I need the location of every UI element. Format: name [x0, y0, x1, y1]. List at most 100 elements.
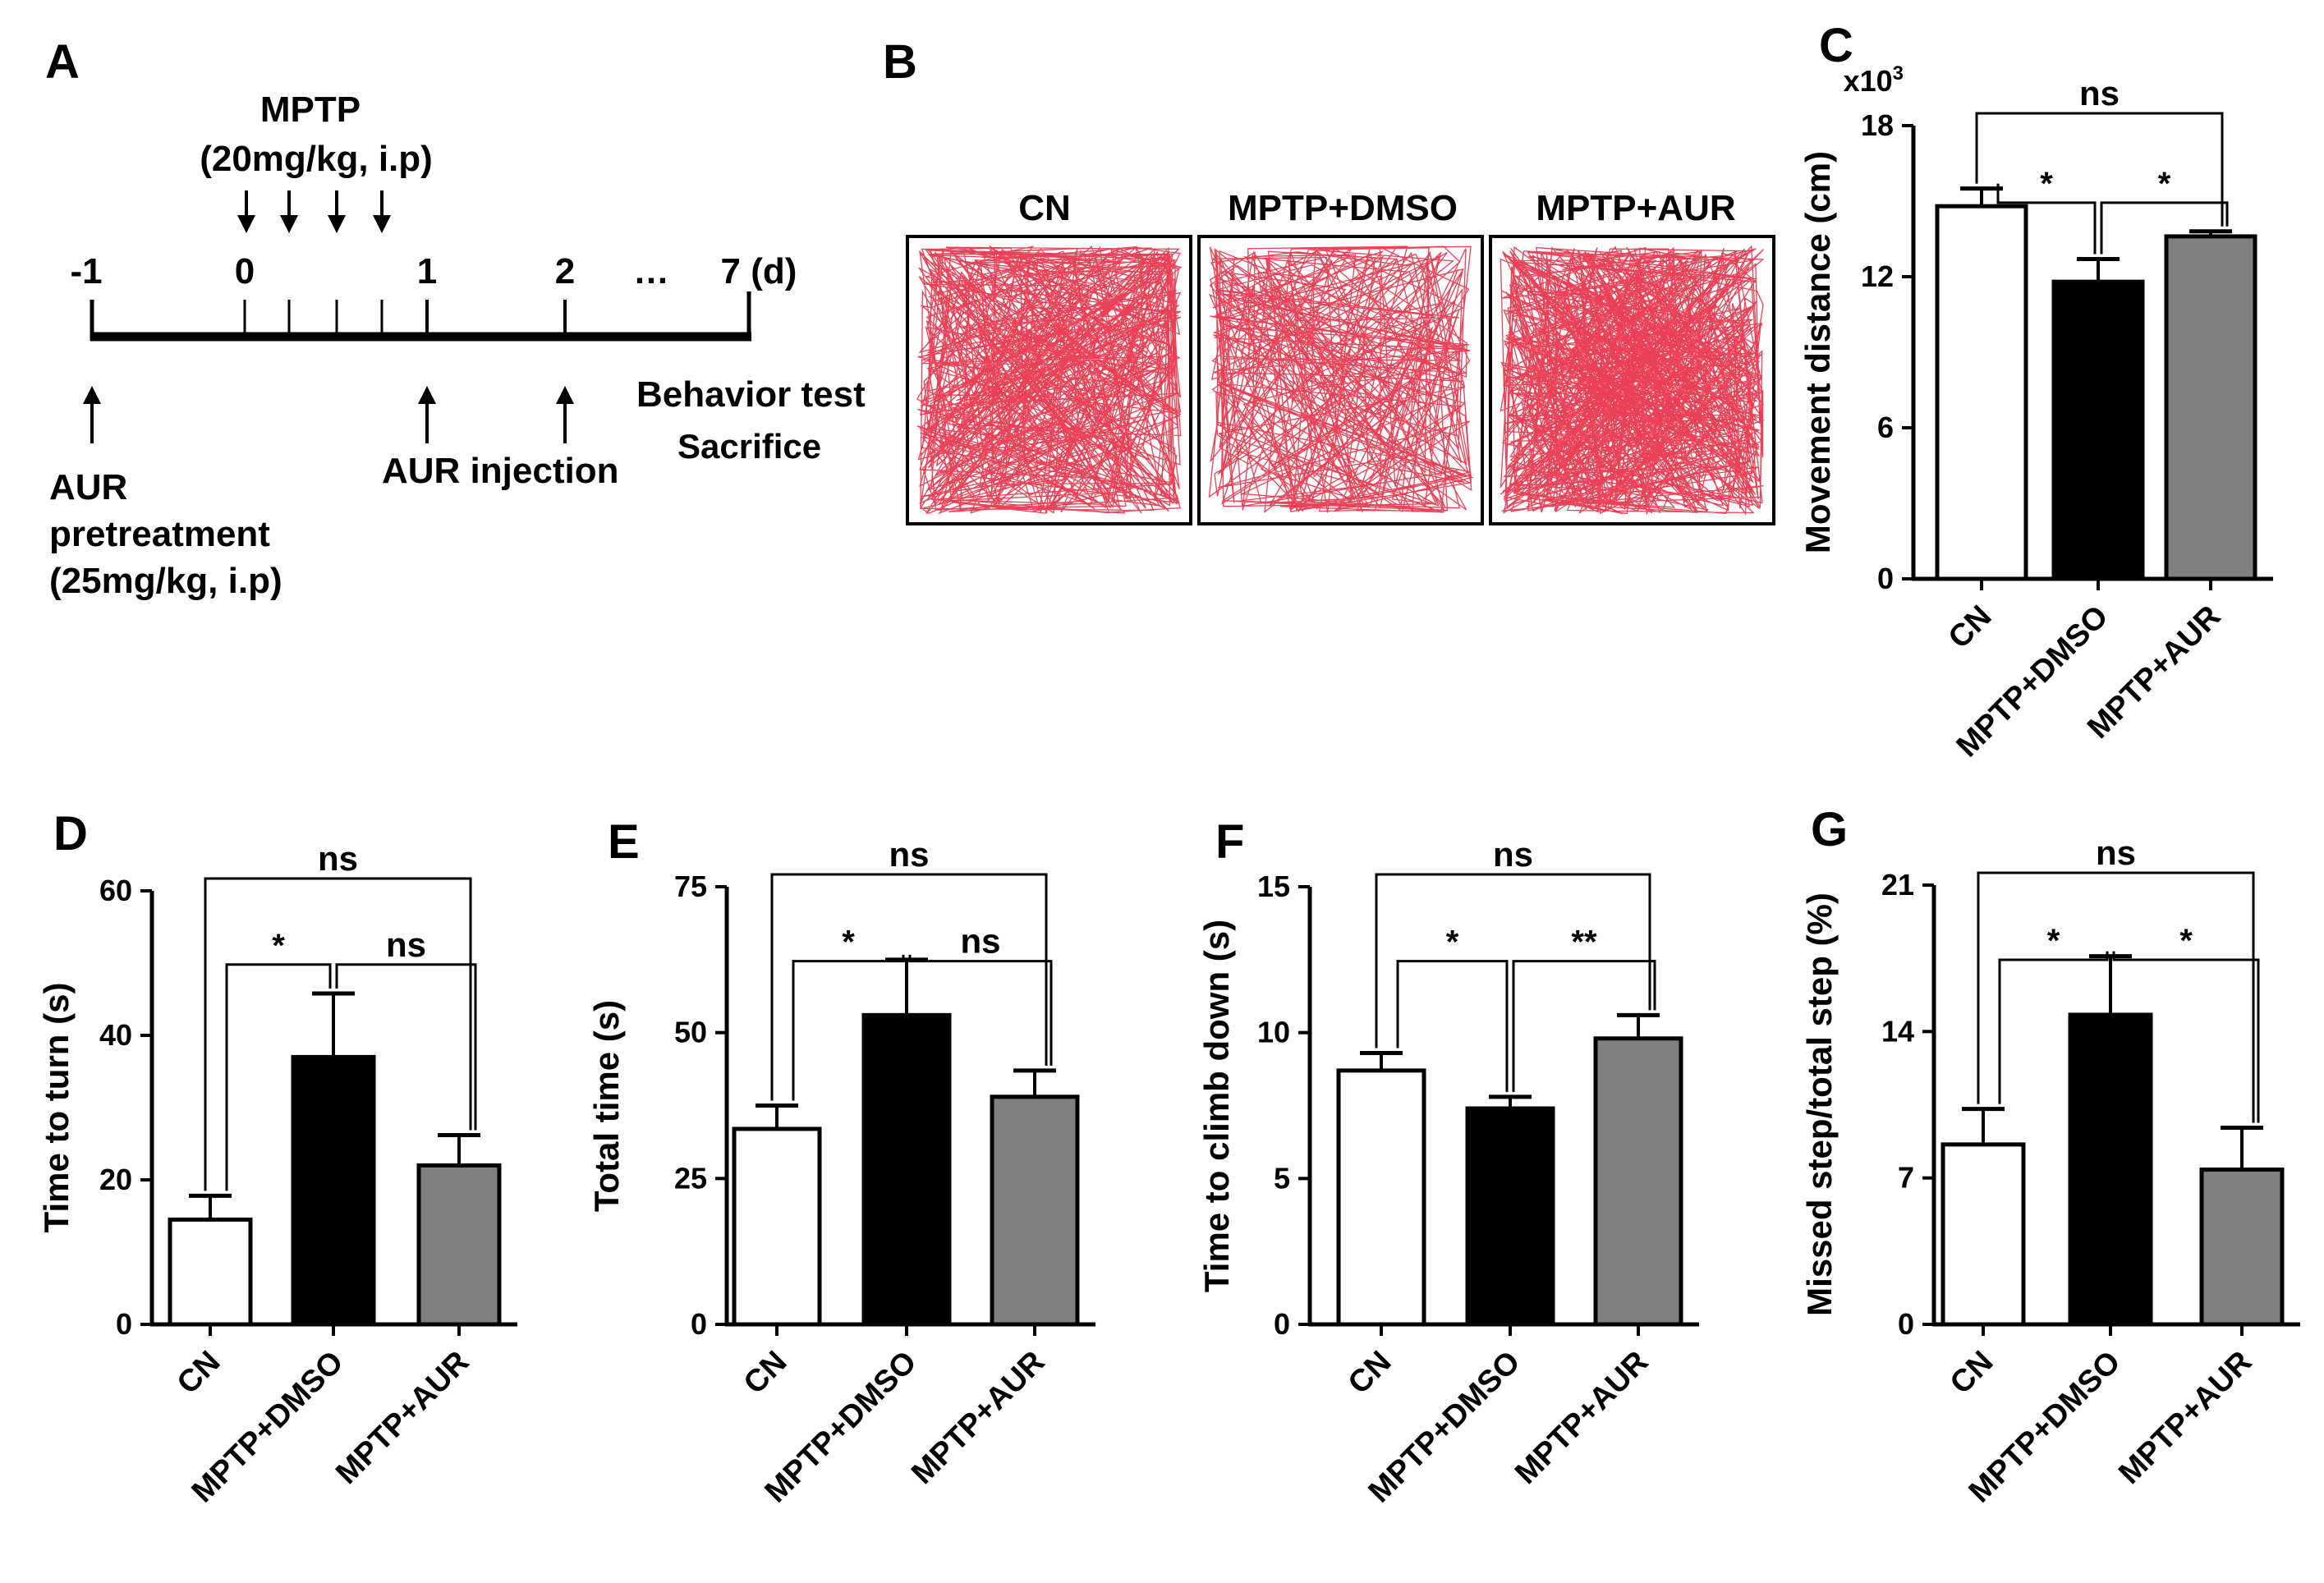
y-tick-label: 20: [99, 1163, 132, 1196]
bar-mptp-dmso: [1465, 1106, 1555, 1327]
sacrifice-label: Sacrifice: [677, 427, 821, 466]
track-plot-mptp-aur: [1500, 245, 1765, 516]
panel-letter-c: C: [1819, 19, 1853, 72]
y-tick-label: 0: [116, 1307, 132, 1341]
y-tick-label: 21: [1881, 868, 1914, 902]
significance-label: *: [2179, 923, 2193, 959]
day-label-2: 2: [555, 251, 575, 291]
panel-letter-e: E: [608, 815, 640, 869]
y-tick-label: 60: [99, 874, 132, 907]
significance-bracket: [792, 954, 905, 1101]
significance-bracket: [1977, 871, 2255, 1123]
category-label: CN: [171, 1345, 227, 1402]
significance-label: *: [2158, 166, 2171, 202]
aur-injection-label: AUR injection: [382, 451, 618, 491]
y-axis-label: Time to turn (s): [37, 983, 76, 1233]
panel-letter-a: A: [45, 35, 80, 89]
track-title-mptp-dmso: MPTP+DMSO: [1228, 188, 1458, 228]
panel-letter-g: G: [1811, 803, 1848, 856]
significance-bracket: [204, 877, 472, 1191]
y-tick-label: 40: [99, 1018, 132, 1052]
category-label: MPTP+AUR: [2112, 1345, 2258, 1491]
panel-letter-b: B: [883, 35, 917, 89]
y-tick-label: 0: [691, 1307, 707, 1341]
category-label: MPTP+AUR: [905, 1345, 1051, 1491]
track-path: [916, 245, 1183, 515]
bar-mptp-dmso: [861, 1012, 952, 1327]
bar-mptp-dmso: [2051, 279, 2145, 581]
significance-label: ns: [2079, 74, 2120, 112]
bar-cn: [732, 1126, 822, 1327]
significance-bracket: [2100, 201, 2229, 255]
significance-bracket: [1396, 960, 1509, 1092]
significance-label: *: [272, 928, 285, 964]
panel-b-track-plots: B CN MPTP+DMSO MPTP+AUR: [883, 35, 1775, 525]
significance-label: ns: [960, 922, 1000, 961]
bar-cn: [1940, 1142, 2026, 1327]
bar-mptp-aur: [2199, 1167, 2285, 1327]
y-tick-label: 6: [1877, 411, 1894, 444]
significance-label: *: [2040, 166, 2053, 202]
significance-bracket: [1375, 873, 1651, 1048]
bar-mptp-aur: [416, 1163, 502, 1327]
behavior-test-label: Behavior test: [636, 374, 866, 415]
y-tick-label: 12: [1861, 259, 1894, 293]
y-tick-label: 75: [674, 870, 707, 903]
y-axis-label: Movement distance (cm): [1798, 151, 1837, 553]
significance-label: ns: [1493, 835, 1533, 874]
y-tick-label: 50: [674, 1016, 707, 1049]
panel-letter-f: F: [1215, 815, 1244, 869]
y-axis-label: Missed step/total step (%): [1800, 892, 1839, 1316]
y-tick-label: 14: [1881, 1014, 1914, 1048]
aur-injection-arrows: [83, 386, 574, 443]
category-label: CN: [1342, 1345, 1399, 1402]
day-label-1: 1: [417, 251, 437, 291]
track-path: [1208, 245, 1474, 513]
aur-pretreatment-line2: pretreatment: [49, 514, 270, 554]
y-tick-label: 5: [1274, 1161, 1290, 1195]
bar-cn: [168, 1217, 253, 1327]
aur-pretreatment-line1: AUR: [49, 467, 127, 507]
y-tick-label: 0: [1274, 1307, 1290, 1341]
category-label: MPTP+AUR: [1509, 1345, 1655, 1491]
y-tick-label: 25: [674, 1161, 707, 1195]
significance-label: **: [1571, 925, 1597, 961]
track-plot-cn: [916, 245, 1183, 515]
category-label: CN: [737, 1345, 794, 1402]
timeline-axis: [90, 291, 751, 342]
day-label-ellipsis: …: [633, 251, 669, 291]
bar-mptp-aur: [1593, 1036, 1683, 1327]
significance-label: ns: [318, 839, 358, 878]
panel-a-timeline: A MPTP (20mg/kg, i.p) -1 0 1 2 … 7 (d): [45, 35, 866, 601]
significance-label: ns: [386, 925, 426, 964]
significance-bracket: [770, 873, 1048, 1101]
y-tick-label: 7: [1898, 1161, 1914, 1195]
mptp-dose: (20mg/kg, i.p): [200, 139, 433, 179]
mptp-title: MPTP: [260, 89, 361, 130]
bar-mptp-aur: [990, 1094, 1080, 1327]
bar-mptp-aur: [2164, 234, 2257, 581]
y-tick-label: 0: [1898, 1307, 1914, 1341]
bar-mptp-dmso: [291, 1054, 376, 1327]
significance-label: *: [2047, 923, 2060, 959]
bar-cn: [1935, 204, 2028, 581]
significance-label: *: [842, 925, 855, 961]
significance-bracket: [225, 963, 332, 1191]
y-multiplier-label: x103: [1844, 62, 1904, 98]
y-tick-label: 10: [1257, 1016, 1290, 1049]
significance-bracket: [1512, 960, 1656, 1092]
y-tick-label: 15: [1257, 870, 1290, 903]
mptp-injection-arrows: [237, 190, 391, 233]
day-label-7: 7 (d): [721, 251, 797, 291]
track-title-mptp-aur: MPTP+AUR: [1536, 188, 1735, 228]
significance-label: ns: [2096, 833, 2136, 872]
significance-bracket: [335, 963, 477, 1131]
significance-label: *: [1446, 925, 1459, 961]
y-tick-label: 0: [1877, 562, 1894, 595]
panel-letter-d: D: [53, 807, 88, 860]
y-axis-label: Time to climb down (s): [1197, 920, 1236, 1292]
track-title-cn: CN: [1018, 188, 1071, 228]
aur-pretreatment-line3: (25mg/kg, i.p): [49, 561, 282, 601]
